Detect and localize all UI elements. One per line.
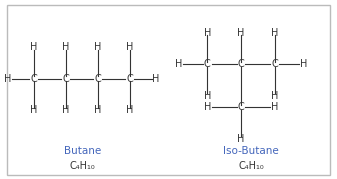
Text: H: H: [237, 134, 245, 144]
Text: C: C: [238, 102, 244, 112]
Text: H: H: [271, 102, 278, 112]
Text: C: C: [30, 74, 37, 84]
Text: H: H: [30, 105, 37, 115]
Text: H: H: [62, 42, 69, 52]
Text: H: H: [271, 91, 278, 101]
Text: H: H: [94, 42, 101, 52]
Text: C: C: [271, 59, 278, 69]
Text: H: H: [204, 102, 211, 112]
Text: C: C: [238, 59, 244, 69]
Text: H: H: [30, 42, 37, 52]
Text: H: H: [62, 105, 69, 115]
Text: C: C: [204, 59, 211, 69]
Text: C: C: [126, 74, 133, 84]
Text: H: H: [204, 28, 211, 38]
Text: C: C: [62, 74, 69, 84]
Text: C₄H₁₀: C₄H₁₀: [70, 161, 95, 171]
Text: C: C: [94, 74, 101, 84]
Text: Iso-Butane: Iso-Butane: [223, 146, 279, 156]
Text: H: H: [271, 28, 278, 38]
Text: H: H: [94, 105, 101, 115]
Text: C₄H₁₀: C₄H₁₀: [238, 161, 264, 171]
Text: H: H: [204, 91, 211, 101]
Text: H: H: [152, 74, 160, 84]
Text: H: H: [300, 59, 307, 69]
Text: H: H: [126, 105, 133, 115]
Text: Butane: Butane: [64, 146, 101, 156]
Text: H: H: [4, 74, 11, 84]
Text: H: H: [175, 59, 182, 69]
Text: H: H: [237, 28, 245, 38]
Text: H: H: [126, 42, 133, 52]
FancyBboxPatch shape: [7, 5, 330, 175]
